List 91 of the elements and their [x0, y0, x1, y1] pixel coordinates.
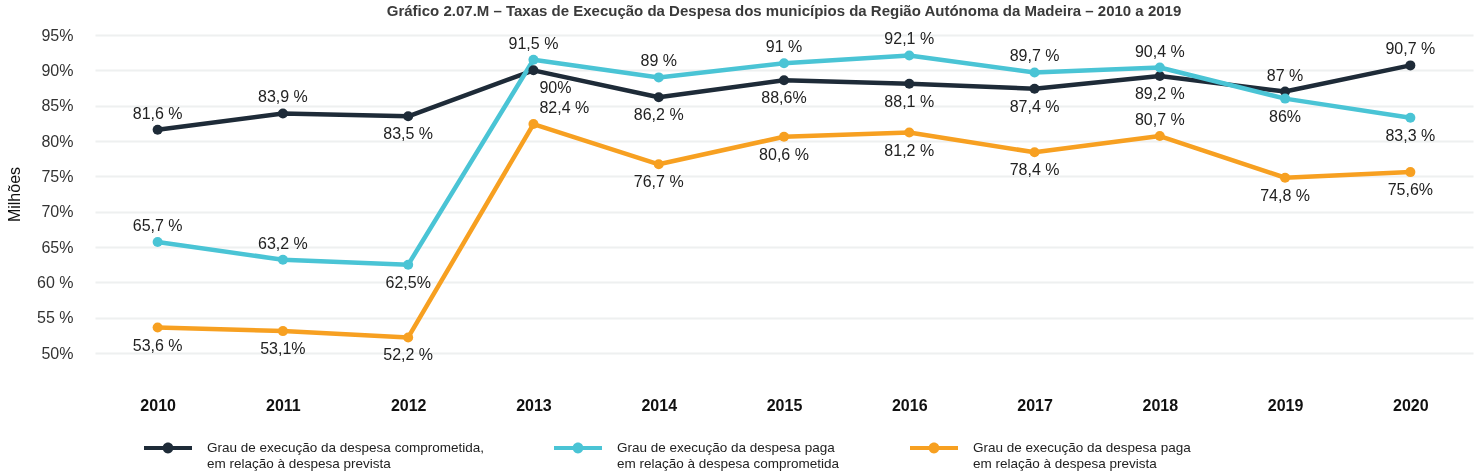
x-tick-label: 2014	[641, 396, 678, 414]
data-label: 75,6%	[1387, 181, 1434, 199]
point	[403, 111, 414, 122]
data-label: 86,2 %	[633, 106, 684, 124]
x-tick-label: 2012	[390, 396, 427, 414]
data-label: 76,7 %	[633, 173, 684, 191]
point	[779, 75, 789, 86]
data-label: 89,2 %	[1134, 84, 1185, 102]
point	[528, 119, 539, 130]
x-tick-label: 2018	[1142, 396, 1179, 414]
y-axis-title: Milhões	[6, 166, 24, 223]
x-tick-label: 2019	[1267, 396, 1304, 414]
data-label: 81,6 %	[132, 104, 183, 122]
data-label: 88,1 %	[884, 92, 935, 110]
data-label: 78,4 %	[1009, 161, 1060, 179]
data-label: 80,6 %	[759, 145, 809, 163]
x-tick-label: 2020	[1393, 396, 1429, 414]
data-label: 83,9 %	[258, 88, 308, 106]
point	[1029, 147, 1040, 158]
data-label: 62,5%	[385, 273, 431, 291]
point	[1280, 93, 1291, 104]
point	[904, 78, 915, 89]
data-label: 90%	[539, 79, 572, 97]
data-label: 90,4 %	[1134, 42, 1185, 60]
point	[1405, 112, 1416, 123]
point	[779, 58, 789, 69]
y-tick-label: 95%	[41, 26, 74, 44]
data-label: 53,6 %	[132, 336, 183, 354]
point	[1405, 60, 1416, 71]
data-label: 90,7 %	[1385, 40, 1436, 58]
data-label: 88,6%	[761, 89, 807, 107]
y-tick-label: 90%	[41, 61, 74, 79]
x-tick-label: 2013	[516, 396, 552, 414]
legend-label: Grau de execução da despesa paga em relação à despesa comprometida	[617, 440, 840, 471]
y-tick-label: 50%	[41, 344, 74, 362]
data-label: 53,1%	[260, 340, 306, 358]
point	[1029, 83, 1040, 94]
point	[403, 259, 414, 270]
data-label: 92,1 %	[884, 30, 935, 48]
x-tick-label: 2017	[1017, 396, 1053, 414]
data-label: 89,7 %	[1009, 47, 1060, 65]
data-label: 86%	[1269, 107, 1302, 125]
point	[277, 108, 288, 119]
point	[653, 72, 664, 83]
legend-label: Grau de execução da despesa paga em relação à despesa prevista	[973, 440, 1192, 471]
data-label: 81,2 %	[884, 141, 935, 159]
point	[277, 326, 288, 337]
point	[528, 54, 539, 65]
point	[1154, 71, 1165, 81]
chart-title: Gráfico 2.07.M – Taxas de Execução da Despesa dos municípios da Região Autónoma da Madeira – 2010 a 2019	[386, 2, 1182, 19]
point	[779, 131, 789, 142]
point	[1154, 62, 1165, 73]
point	[653, 92, 664, 103]
y-tick-label: 85%	[41, 97, 74, 115]
data-label: 89 %	[640, 52, 677, 70]
point	[904, 50, 915, 61]
point	[904, 127, 915, 138]
point	[1405, 167, 1416, 178]
y-tick-label: 65%	[41, 238, 74, 256]
data-label: 87 %	[1266, 66, 1304, 84]
legend-label: Grau de execução da despesa comprometida, em relação à despesa prevista	[207, 440, 484, 471]
point	[152, 322, 163, 333]
data-label: 91 %	[765, 38, 803, 56]
data-label: 83,5 %	[383, 125, 434, 143]
data-label: 82,4 %	[539, 99, 590, 117]
data-label: 52,2 %	[383, 346, 434, 364]
point	[1029, 67, 1040, 78]
y-tick-label: 70%	[41, 203, 74, 221]
point	[277, 254, 288, 265]
point	[1154, 131, 1165, 142]
y-tick-label: 75%	[41, 167, 74, 185]
x-tick-label: 2015	[766, 396, 803, 414]
point	[1280, 172, 1291, 183]
y-tick-label: 55 %	[37, 309, 74, 327]
point	[152, 237, 163, 248]
data-label: 65,7 %	[132, 217, 183, 235]
data-label: 91,5 %	[508, 34, 559, 52]
x-tick-label: 2011	[266, 396, 301, 414]
x-tick-label: 2016	[891, 396, 928, 414]
data-label: 63,2 %	[258, 234, 308, 252]
x-tick-label: 2010	[140, 396, 177, 414]
data-label: 80,7 %	[1134, 111, 1185, 129]
data-label: 87,4 %	[1009, 97, 1060, 115]
y-tick-label: 80%	[41, 132, 74, 150]
point	[528, 65, 539, 76]
point	[152, 124, 163, 135]
point	[653, 159, 664, 170]
point	[403, 332, 414, 343]
y-tick-label: 60 %	[37, 273, 74, 291]
data-label: 74,8 %	[1260, 186, 1310, 204]
data-label: 83,3 %	[1385, 126, 1436, 144]
